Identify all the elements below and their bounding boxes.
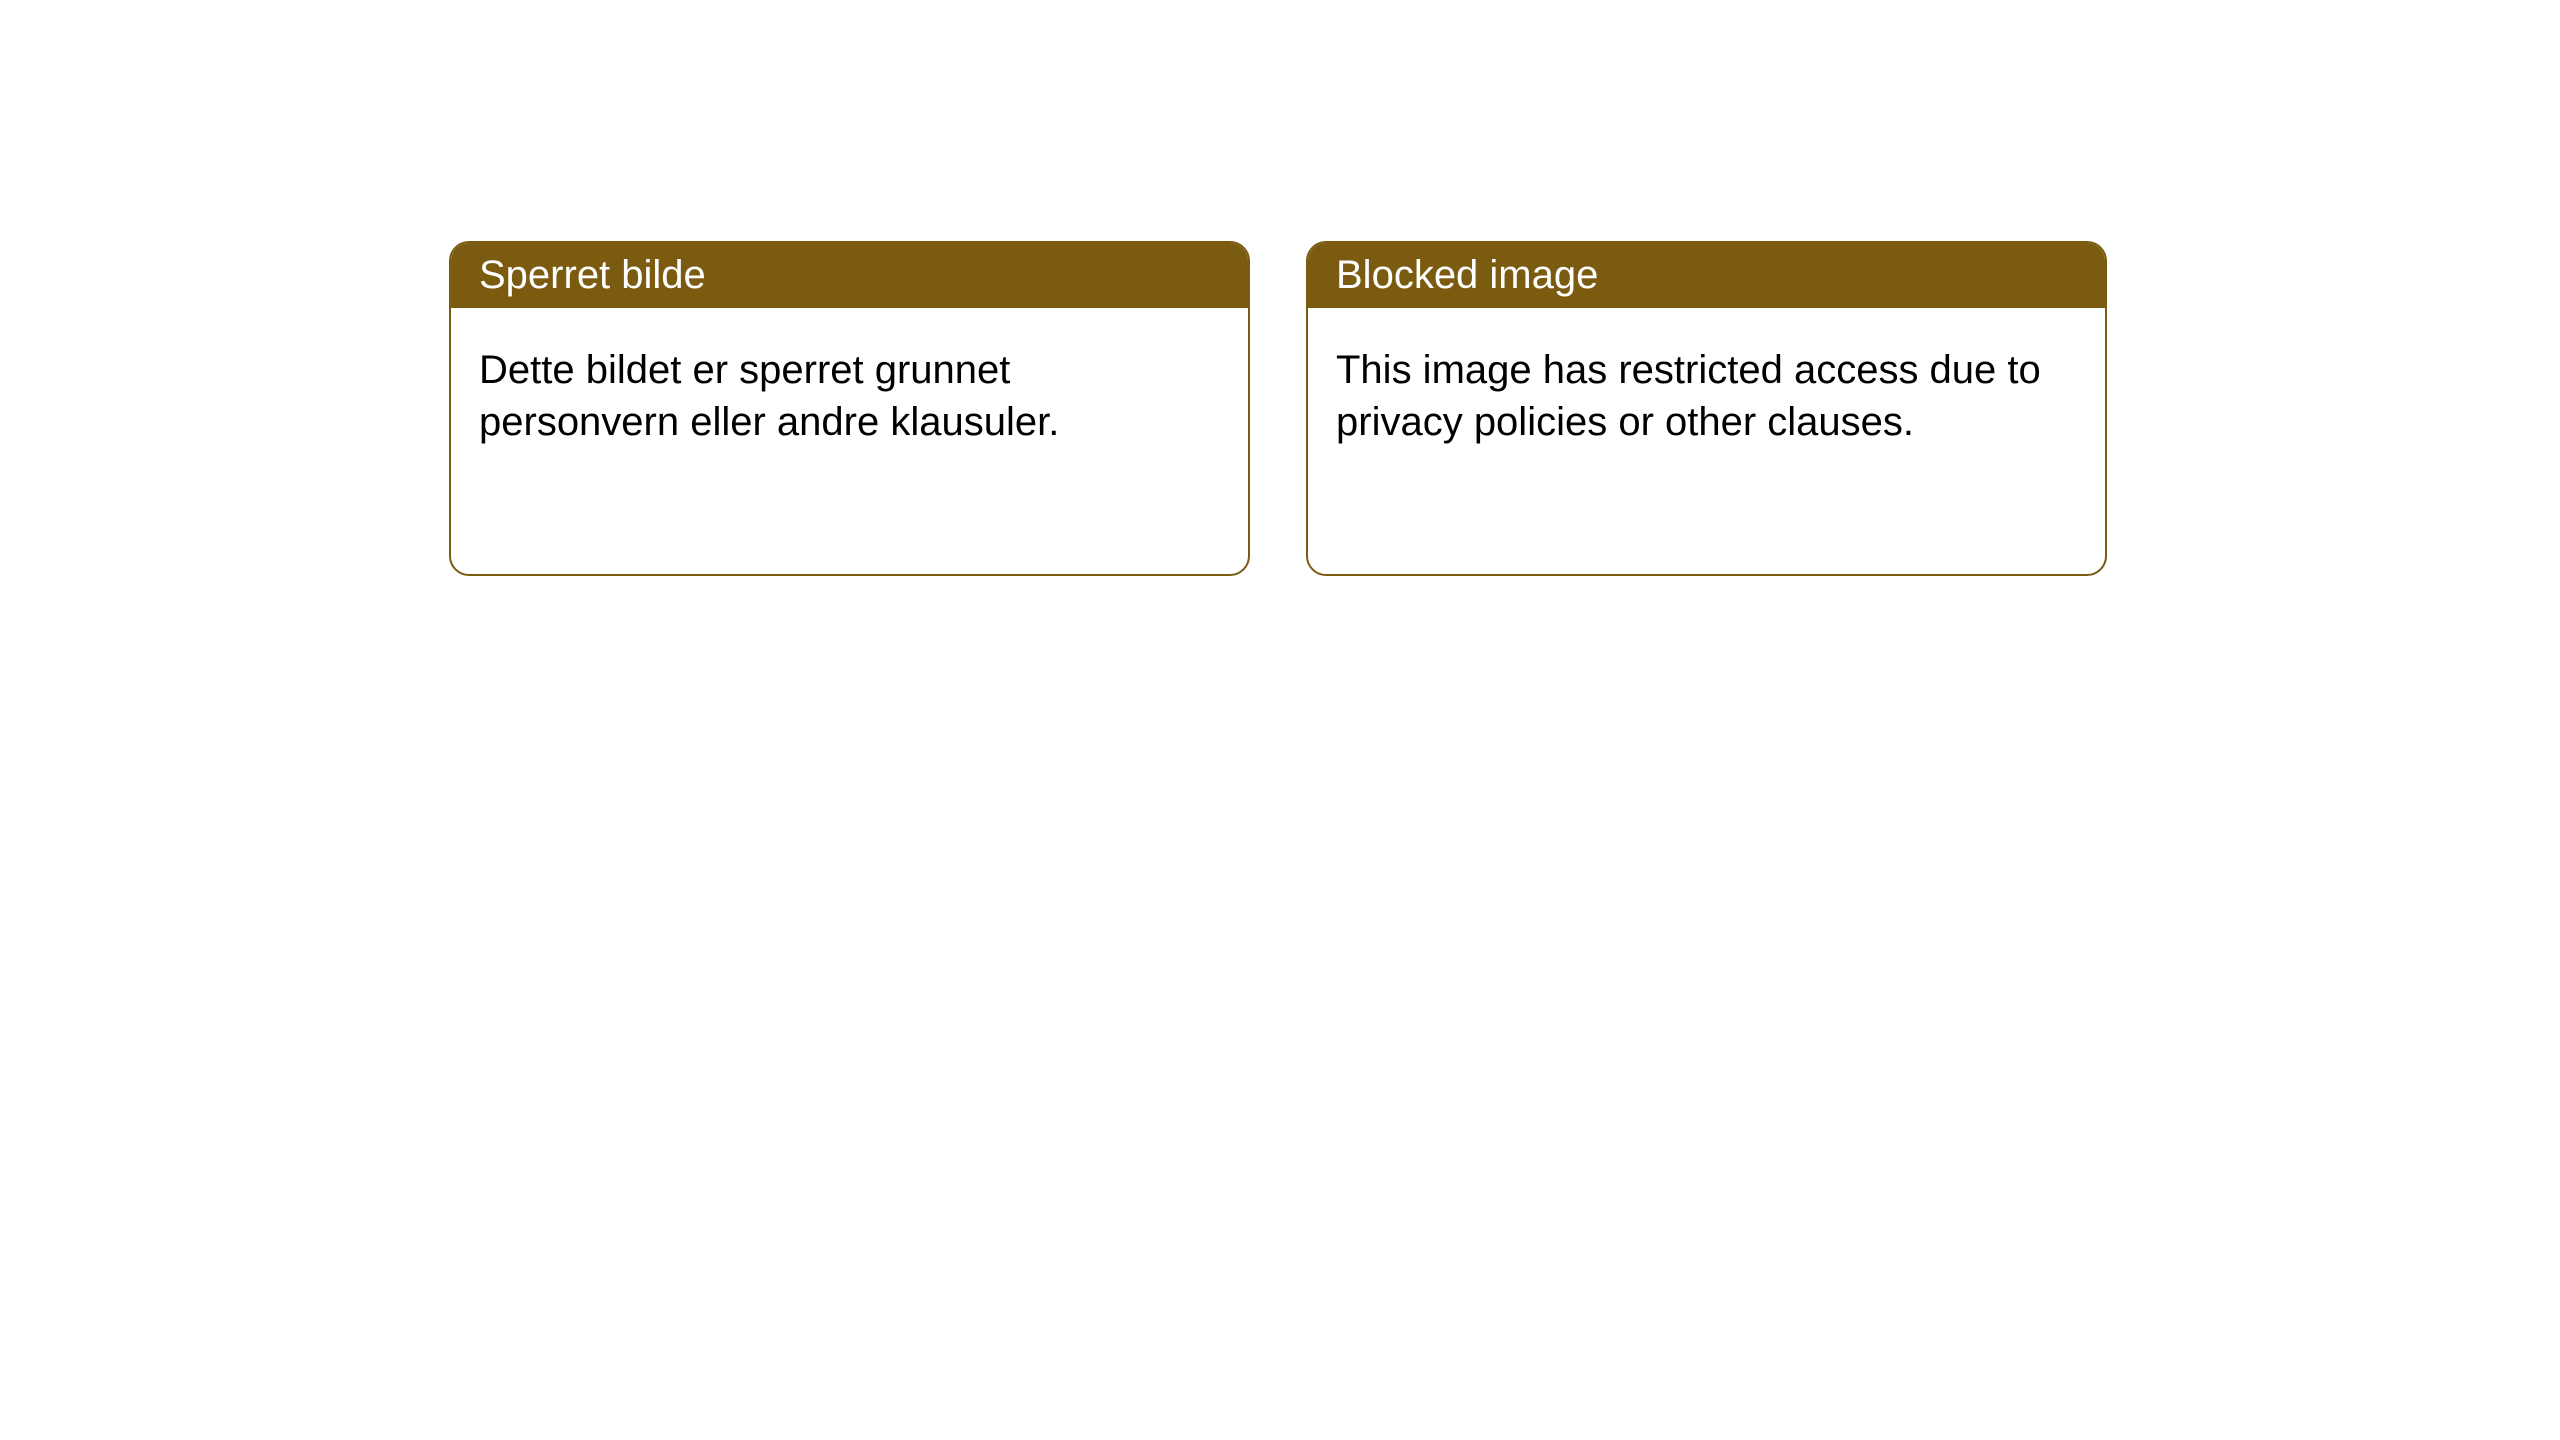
card-body-text: This image has restricted access due to … bbox=[1336, 348, 2041, 444]
card-body: Dette bildet er sperret grunnet personve… bbox=[451, 308, 1248, 484]
card-body-text: Dette bildet er sperret grunnet personve… bbox=[479, 348, 1059, 444]
notice-card-norwegian: Sperret bilde Dette bildet er sperret gr… bbox=[449, 241, 1250, 576]
card-body: This image has restricted access due to … bbox=[1308, 308, 2105, 484]
card-header: Sperret bilde bbox=[451, 243, 1248, 308]
card-title: Blocked image bbox=[1336, 253, 1598, 297]
card-header: Blocked image bbox=[1308, 243, 2105, 308]
card-title: Sperret bilde bbox=[479, 253, 706, 297]
notice-container: Sperret bilde Dette bildet er sperret gr… bbox=[0, 0, 2560, 576]
notice-card-english: Blocked image This image has restricted … bbox=[1306, 241, 2107, 576]
